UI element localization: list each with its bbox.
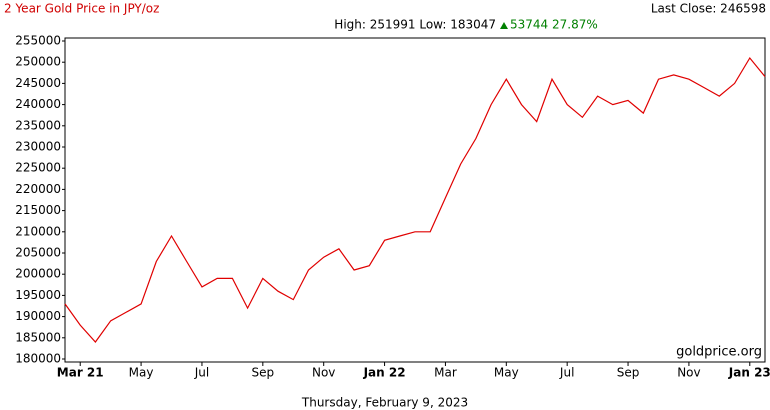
chart-title: 2 Year Gold Price in JPY/oz: [4, 2, 159, 16]
y-tick-label: 185000: [15, 330, 61, 344]
y-tick-label: 190000: [15, 309, 61, 323]
up-arrow: [500, 22, 508, 29]
watermark: goldprice.org: [676, 345, 762, 360]
x-tick-label: Jan 23: [728, 366, 770, 380]
y-tick-label: 245000: [15, 76, 61, 90]
x-tick-label: May: [129, 366, 154, 380]
x-tick-label: Jan 22: [363, 366, 406, 380]
y-tick-label: 255000: [15, 34, 61, 48]
x-tick-label: Mar 21: [57, 366, 104, 380]
y-tick-label: 225000: [15, 161, 61, 175]
date-label: Thursday, February 9, 2023: [301, 396, 468, 410]
x-tick-label: Sep: [617, 366, 640, 380]
x-tick-label: Jul: [559, 366, 574, 380]
y-tick-label: 200000: [15, 267, 61, 281]
plot-frame: [64, 37, 766, 363]
y-tick-label: 210000: [15, 224, 61, 238]
y-tick-label: 205000: [15, 246, 61, 260]
price-line: [64, 56, 766, 343]
x-tick-label: Jul: [194, 366, 209, 380]
y-tick-label: 250000: [15, 55, 61, 69]
y-tick-label: 215000: [15, 203, 61, 217]
y-tick-label: 195000: [15, 288, 61, 302]
x-tick-label: Nov: [312, 366, 335, 380]
high-low: High: 251991 Low: 183047: [334, 18, 496, 32]
x-tick-label: Sep: [252, 366, 275, 380]
y-tick-label: 230000: [15, 140, 61, 154]
y-tick-label: 220000: [15, 182, 61, 196]
y-tick-label: 235000: [15, 118, 61, 132]
change: 53744 27.87%: [510, 18, 598, 32]
x-tick-label: Mar: [434, 366, 457, 380]
y-tick-label: 180000: [15, 352, 61, 366]
y-tick-label: 240000: [15, 97, 61, 111]
x-tick-label: Nov: [677, 366, 700, 380]
x-tick-label: May: [494, 366, 519, 380]
last-close: Last Close: 246598: [651, 2, 766, 16]
